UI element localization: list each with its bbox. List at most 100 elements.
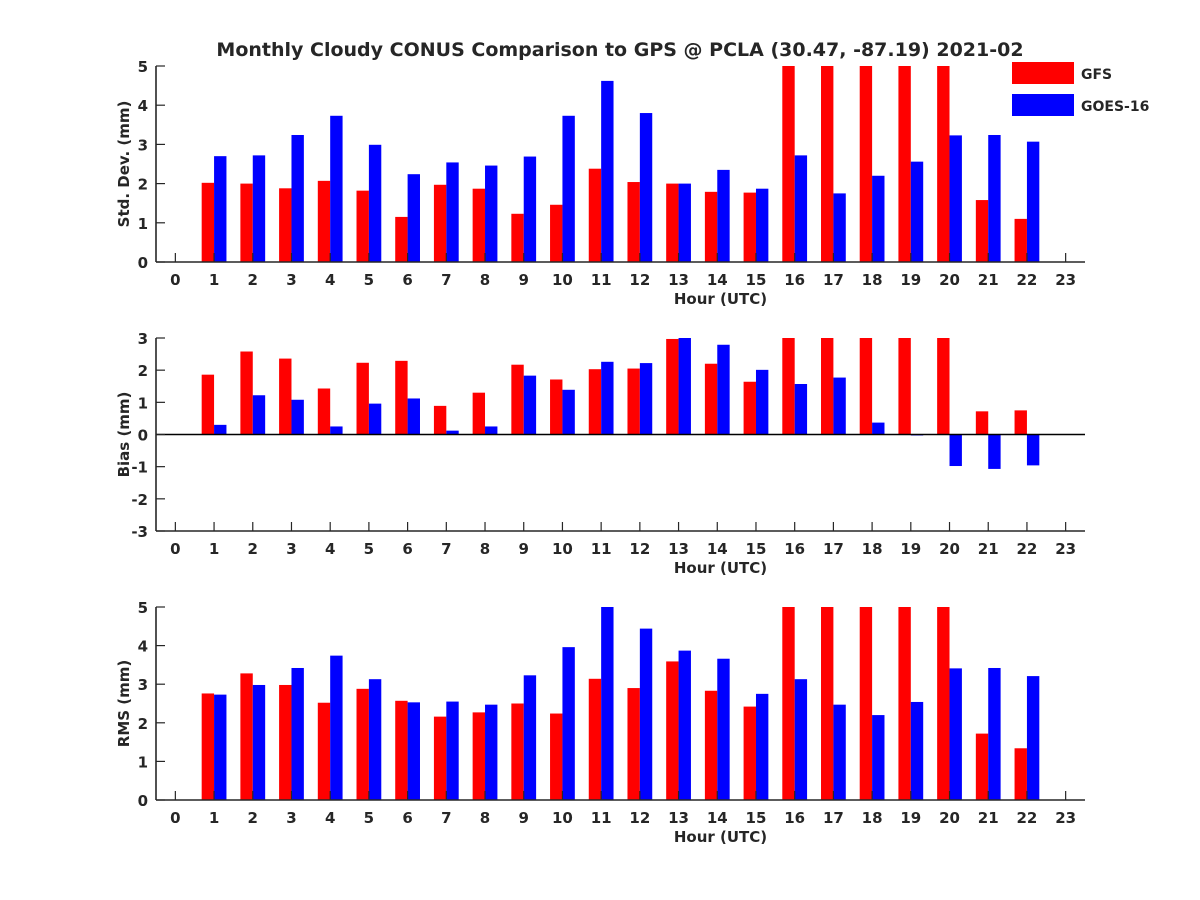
bar-goes16-hour-18	[872, 422, 885, 435]
x-tick-label: 22	[1017, 540, 1038, 558]
bar-gfs-hour-13	[666, 183, 679, 262]
bar-gfs-hour-6	[395, 360, 408, 435]
x-tick-label: 23	[1055, 540, 1076, 558]
bar-goes16-hour-10	[562, 389, 575, 435]
bar-gfs-hour-8	[472, 392, 486, 435]
x-tick-label: 7	[441, 540, 451, 558]
bar-goes16-hour-22	[1026, 434, 1040, 466]
bar-goes16-hour-3	[291, 134, 304, 262]
x-tick-label: 18	[862, 540, 883, 558]
x-tick-label: 4	[325, 271, 335, 289]
bar-goes16-hour-6	[407, 702, 420, 800]
x-tick-label: 13	[668, 271, 689, 289]
y-tick-label: 4	[138, 97, 148, 115]
bar-goes16-hour-20	[949, 135, 962, 262]
x-tick-label: 1	[209, 809, 219, 827]
x-tick-label: 15	[746, 809, 767, 827]
bar-gfs-hour-15	[743, 706, 756, 800]
bar-goes16-hour-15	[755, 369, 769, 435]
bar-gfs-hour-11	[588, 678, 602, 800]
y-tick-label: 5	[138, 58, 148, 76]
bar-goes16-hour-21	[988, 434, 1001, 469]
bar-goes16-hour-21	[988, 667, 1001, 800]
bar-goes16-hour-16	[794, 383, 808, 435]
bar-goes16-hour-19	[910, 161, 924, 262]
x-tick-label: 0	[170, 809, 180, 827]
bar-goes16-hour-4	[330, 426, 343, 435]
bar-goes16-hour-22	[1026, 676, 1040, 800]
legend-swatch-goes16	[1012, 94, 1074, 116]
y-tick-label: 0	[138, 427, 148, 445]
bar-goes16-hour-10	[562, 647, 575, 800]
y-tick-label: -2	[131, 491, 148, 509]
bar-goes16-hour-14	[717, 169, 730, 262]
bar-gfs-hour-10	[550, 379, 563, 435]
y-tick-label: 1	[138, 394, 148, 412]
bar-gfs-hour-4	[317, 388, 331, 435]
bar-gfs-hour-14	[704, 363, 718, 435]
bar-gfs-hour-1	[201, 182, 215, 262]
bar-gfs-hour-13	[666, 661, 679, 800]
y-tick-label: 1	[138, 215, 148, 233]
bar-gfs-hour-10	[550, 713, 563, 800]
bar-goes16-hour-20	[949, 434, 962, 467]
x-tick-label: 12	[629, 271, 650, 289]
x-tick-label: 16	[784, 809, 805, 827]
bar-goes16-hour-17	[833, 377, 846, 435]
x-tick-label: 20	[939, 271, 960, 289]
x-tick-label: 19	[900, 271, 921, 289]
x-tick-label: 12	[629, 540, 650, 558]
bar-gfs-hour-11	[588, 168, 602, 262]
bar-gfs-hour-17	[821, 66, 834, 262]
bar-gfs-hour-9	[511, 213, 524, 262]
bar-gfs-hour-20	[937, 338, 950, 435]
y-tick-label: 3	[138, 136, 148, 154]
x-tick-label: 16	[784, 271, 805, 289]
x-tick-label: 15	[746, 271, 767, 289]
x-tick-label: 10	[552, 809, 573, 827]
bar-gfs-hour-22	[1014, 748, 1027, 800]
bar-goes16-hour-4	[330, 115, 343, 262]
bar-goes16-hour-1	[214, 694, 227, 800]
bar-goes16-hour-3	[291, 399, 304, 435]
bar-goes16-hour-7	[446, 162, 459, 262]
bar-goes16-hour-17	[833, 193, 846, 262]
x-tick-label: 18	[862, 809, 883, 827]
bar-gfs-hour-20	[937, 66, 950, 262]
bar-gfs-hour-16	[782, 66, 795, 262]
bar-gfs-hour-7	[433, 405, 447, 435]
bar-goes16-hour-5	[368, 403, 382, 435]
x-tick-label: 19	[900, 540, 921, 558]
x-tick-label: 17	[823, 271, 844, 289]
bar-goes16-hour-6	[407, 398, 420, 435]
y-tick-label: 2	[138, 715, 148, 733]
bar-goes16-hour-4	[330, 655, 343, 800]
bar-goes16-hour-14	[717, 344, 730, 435]
bar-gfs-hour-8	[472, 188, 486, 262]
bar-gfs-hour-17	[821, 607, 834, 800]
bar-gfs-hour-12	[627, 368, 640, 435]
x-tick-label: 1	[209, 271, 219, 289]
bar-goes16-hour-17	[833, 704, 846, 800]
y-axis-label: Bias (mm)	[115, 392, 133, 478]
bar-goes16-hour-22	[1026, 141, 1040, 262]
bar-goes16-hour-20	[949, 668, 962, 800]
x-tick-label: 2	[248, 809, 258, 827]
bar-gfs-hour-16	[782, 607, 795, 800]
x-tick-label: 12	[629, 809, 650, 827]
bar-goes16-hour-16	[794, 155, 808, 262]
x-tick-label: 23	[1055, 809, 1076, 827]
bar-goes16-hour-9	[523, 675, 537, 800]
x-tick-label: 22	[1017, 809, 1038, 827]
bar-gfs-hour-14	[704, 690, 718, 800]
x-tick-label: 2	[248, 271, 258, 289]
x-tick-label: 3	[286, 540, 296, 558]
bar-goes16-hour-6	[407, 174, 420, 262]
bar-goes16-hour-8	[485, 426, 498, 435]
bar-goes16-hour-2	[252, 395, 266, 435]
bar-goes16-hour-9	[523, 156, 537, 262]
x-tick-label: 17	[823, 540, 844, 558]
x-tick-label: 5	[364, 540, 374, 558]
bar-gfs-hour-2	[240, 351, 253, 435]
legend-label-goes16: GOES-16	[1081, 99, 1149, 115]
